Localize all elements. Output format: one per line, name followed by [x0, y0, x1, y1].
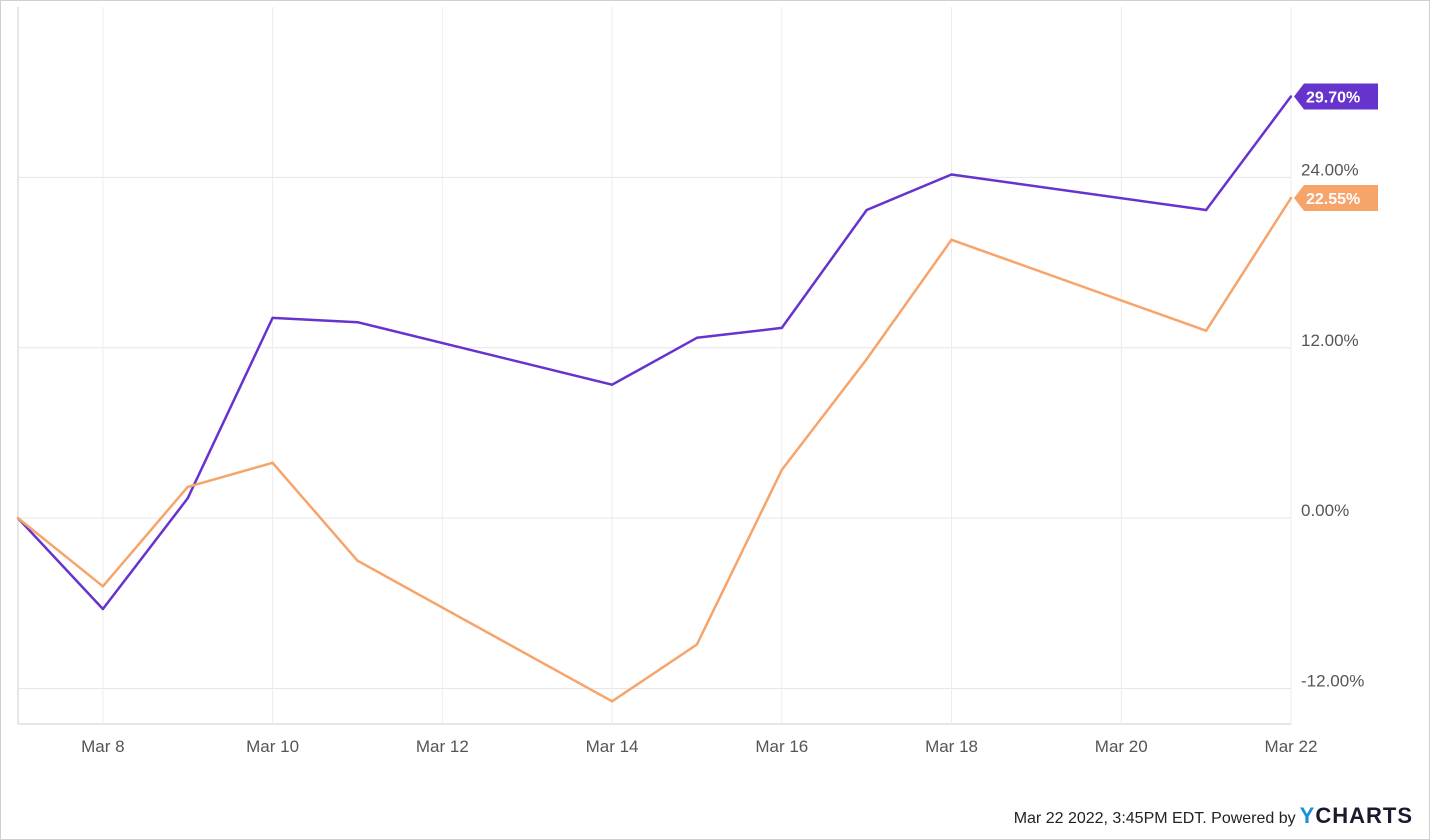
series-line	[17, 197, 1293, 703]
end-value-badge	[1294, 83, 1378, 110]
series-point	[356, 320, 359, 324]
series-point	[780, 326, 783, 330]
end-value-label: 22.55%	[1306, 191, 1360, 208]
ycharts-logo-y: Y	[1299, 803, 1316, 828]
y-tick-label: 0.00%	[1301, 501, 1349, 520]
series-point	[186, 485, 189, 489]
series-point	[950, 173, 953, 176]
series-point	[780, 468, 783, 472]
series-point	[101, 607, 105, 611]
series-point	[695, 336, 699, 340]
x-tick-label: Mar 18	[925, 737, 978, 756]
series-point	[271, 461, 274, 464]
x-tick-label: Mar 14	[586, 737, 639, 756]
chart-footer: Mar 22 2022, 3:45PM EDT. Powered by YCHA…	[1014, 803, 1413, 829]
x-tick-label: Mar 16	[755, 737, 808, 756]
end-value-badge	[1294, 184, 1378, 211]
series-point	[950, 238, 953, 242]
x-tick-label: Mar 22	[1265, 737, 1318, 756]
series-point	[1289, 95, 1293, 98]
line-chart: 24.00% 12.00% 0.00% -12.00% Mar 8 Mar 10 Mar 1…	[16, 7, 1378, 756]
series-point	[610, 383, 614, 386]
x-tick-label: Mar 20	[1095, 737, 1148, 756]
end-value-label: 29.70%	[1306, 89, 1360, 106]
footer-timestamp: Mar 22 2022, 3:45PM EDT.	[1013, 810, 1207, 827]
y-tick-label: 12.00%	[1301, 331, 1359, 350]
y-tick-label: -12.00%	[1301, 672, 1364, 691]
y-tick-label: 24.00%	[1301, 160, 1359, 179]
series-point	[610, 700, 614, 703]
ycharts-logo-text: CHARTS	[1315, 803, 1413, 828]
series-line	[17, 95, 1293, 611]
ycharts-logo[interactable]: YCHARTS	[1300, 803, 1413, 829]
series-point	[1204, 329, 1208, 332]
x-tick-label: Mar 10	[246, 737, 299, 756]
series-point	[695, 643, 699, 646]
x-tick-label: Mar 8	[81, 737, 124, 756]
series-point	[356, 559, 359, 562]
series-point	[101, 585, 105, 588]
series-point	[1204, 208, 1208, 212]
series-point	[1289, 196, 1293, 200]
series-point	[16, 516, 20, 520]
series-point	[865, 357, 868, 361]
series-point	[865, 208, 868, 212]
series-point	[271, 316, 274, 320]
footer-powered-by: Powered by	[1211, 810, 1296, 827]
x-tick-label: Mar 12	[416, 737, 469, 756]
series-point	[186, 497, 189, 500]
